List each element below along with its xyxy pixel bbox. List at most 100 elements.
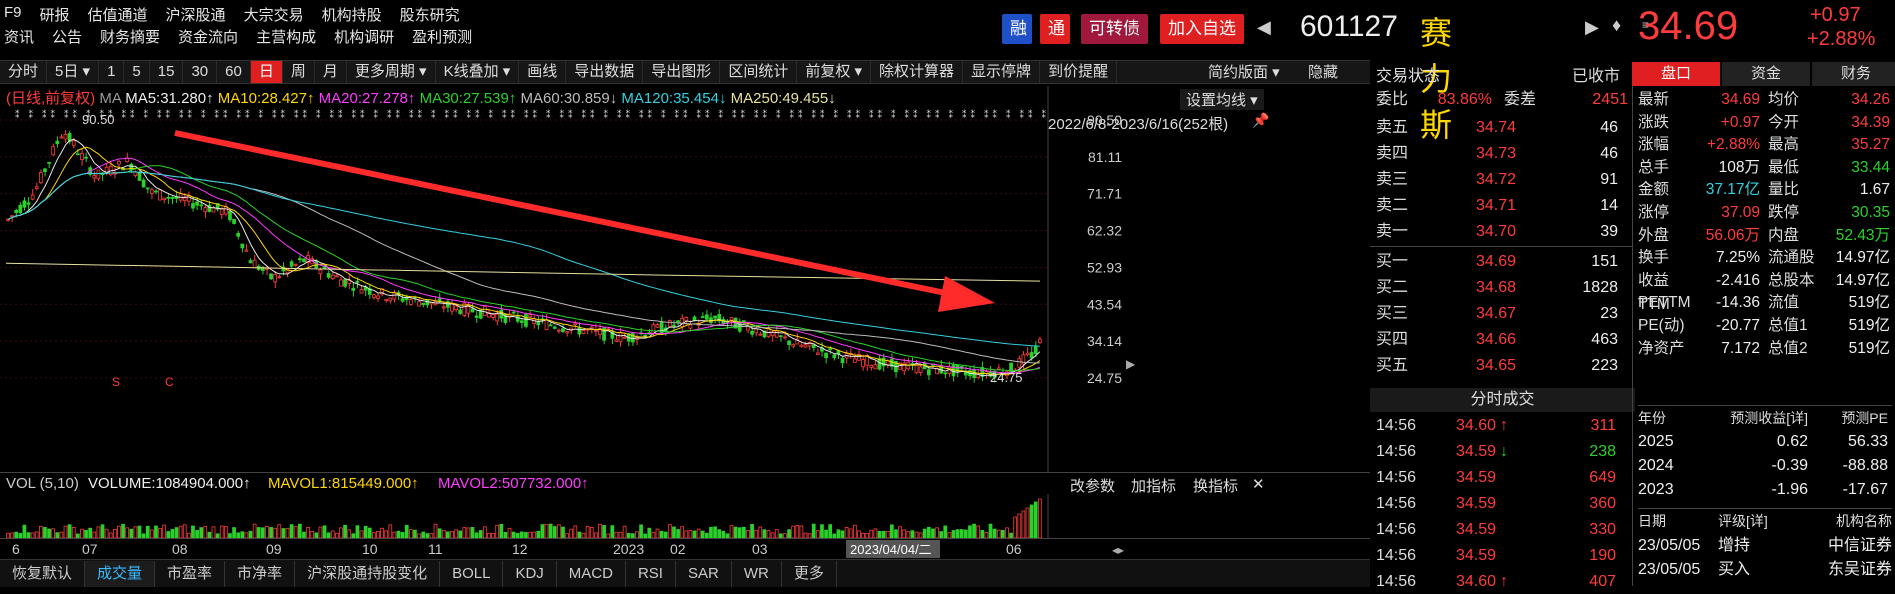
toolbar-item[interactable]: 5 <box>124 61 150 83</box>
rating-row[interactable]: 23/05/05 买入 东吴证券 <box>1638 558 1892 582</box>
toolbar-item[interactable]: 导出数据 <box>566 61 644 83</box>
ask-row[interactable]: 卖四 34.73 46 <box>1376 142 1628 166</box>
volume-bar <box>692 530 697 538</box>
menu-item[interactable]: 资讯 <box>4 29 35 46</box>
menu-item[interactable]: 盈利预测 <box>412 29 473 46</box>
menu-item[interactable]: 沪深股通 <box>165 7 226 24</box>
x-tick-label: 08 <box>172 541 188 557</box>
hide-button[interactable]: 隐藏 <box>1308 64 1339 81</box>
toolbar-item[interactable]: 区间统计 <box>720 61 798 83</box>
indicator-tab[interactable]: RSI <box>626 560 676 587</box>
event-marker: ⁑ <box>878 109 883 120</box>
indicator-tab[interactable]: 更多 <box>782 560 837 587</box>
indicator-tab[interactable]: 沪深股通持股变化 <box>295 560 441 587</box>
add-indicator-button[interactable]: 加指标 <box>1131 478 1177 495</box>
level-price: 34.67 <box>1475 305 1516 322</box>
tick-volume: 360 <box>1589 495 1616 512</box>
pin-icon[interactable]: 📌 <box>1252 112 1270 128</box>
indicator-tab[interactable]: 市净率 <box>225 560 296 587</box>
bid-row[interactable]: 买二 34.68 1828 <box>1376 276 1628 300</box>
toolbar-item[interactable]: 显示停牌 <box>963 61 1041 83</box>
stat-row: PETTM -14.36 流值 519亿 <box>1638 291 1895 315</box>
toolbar-item[interactable]: 5日 ▾ <box>47 61 100 83</box>
volume-bar <box>581 532 586 538</box>
indicator-tab[interactable]: KDJ <box>503 560 557 587</box>
ask-row[interactable]: 卖五 34.74 46 <box>1376 116 1628 140</box>
alert-bell-icon[interactable]: ♦ <box>1612 15 1622 35</box>
add-watchlist-button[interactable]: 加入自选 <box>1160 14 1244 44</box>
toolbar-item[interactable]: 除权计算器 <box>871 61 964 83</box>
indicator-tab[interactable]: MACD <box>557 560 626 587</box>
toolbar-item[interactable]: 30 <box>183 61 218 83</box>
candle-body <box>770 332 775 337</box>
menu-item[interactable]: F9 <box>4 4 22 21</box>
toolbar-item[interactable]: 更多周期 ▾ <box>347 61 436 83</box>
candle-body <box>170 196 175 200</box>
toolbar-item[interactable]: 60 <box>217 61 251 83</box>
menu-item[interactable]: 公告 <box>52 29 83 46</box>
forecast-col-header[interactable]: 预测收益[详] <box>1730 410 1808 426</box>
convertible-bond-button[interactable]: 可转债 <box>1081 14 1148 44</box>
tick-price: 34.59 <box>1455 469 1496 486</box>
toolbar-item[interactable]: 月 <box>315 61 347 83</box>
menu-item[interactable]: 估值通道 <box>87 7 148 24</box>
menu-item[interactable]: 机构调研 <box>334 29 395 46</box>
ask-row[interactable]: 卖三 34.72 91 <box>1376 168 1628 192</box>
indicator-tab[interactable]: WR <box>732 560 782 587</box>
kline-chart[interactable]: 90.50 81.11 71.71 62.32 52.93 43.54 34.14 24.75… <box>0 86 1370 472</box>
bid-row[interactable]: 买五 34.65 223 <box>1376 354 1628 378</box>
indicator-tab[interactable]: SAR <box>676 560 732 587</box>
margin-trading-badge[interactable]: 融 <box>1002 14 1032 44</box>
event-marker: ⁑ <box>1006 109 1011 120</box>
toolbar-item[interactable]: K线叠加 ▾ <box>436 61 520 83</box>
close-indicator-icon[interactable]: ✕ <box>1252 476 1265 493</box>
menu-item[interactable]: 股东研究 <box>399 7 460 24</box>
ask-row[interactable]: 卖二 34.71 14 <box>1376 194 1628 218</box>
menu-item[interactable]: 研报 <box>39 7 70 24</box>
toolbar-item[interactable]: 15 <box>150 61 184 83</box>
ma-settings-button[interactable]: 设置均线 ▾ <box>1180 89 1264 110</box>
rating-cell: 东吴证券 <box>1827 561 1892 578</box>
indicator-tab[interactable]: 成交量 <box>85 560 156 587</box>
edit-params-button[interactable]: 改参数 <box>1070 478 1116 495</box>
level-label: 买四 <box>1376 331 1409 348</box>
toolbar-item[interactable]: 日 <box>250 61 283 83</box>
indicator-tab[interactable]: 恢复默认 <box>0 560 86 587</box>
toolbar-item[interactable]: 导出图形 <box>643 61 721 83</box>
toolbar-item[interactable]: 到价提醒 <box>1040 61 1118 83</box>
quote-tab[interactable]: 盘口 <box>1632 62 1720 86</box>
bid-row[interactable]: 买四 34.66 463 <box>1376 328 1628 352</box>
ask-row[interactable]: 卖一 34.70 39 <box>1376 220 1628 244</box>
toolbar-item[interactable]: 前复权 ▾ <box>797 61 872 83</box>
candle-body <box>30 194 35 200</box>
rating-col-header[interactable]: 评级[详] <box>1718 513 1768 529</box>
bid-row[interactable]: 买三 34.67 23 <box>1376 302 1628 326</box>
stat-label: 换手 <box>1638 249 1670 267</box>
menu-item[interactable]: 资金流向 <box>178 29 239 46</box>
rating-row[interactable]: 23/05/05 增持 中信证券 <box>1638 534 1892 558</box>
toolbar-item[interactable]: 分时 <box>0 61 48 83</box>
menu-item[interactable]: 大宗交易 <box>243 7 304 24</box>
indicator-tab[interactable]: BOLL <box>440 560 504 587</box>
menu-item[interactable]: 主营构成 <box>256 29 317 46</box>
toolbar-item[interactable]: 1 <box>99 61 125 83</box>
toolbar-item[interactable]: 周 <box>283 61 315 83</box>
volume-bar <box>240 531 245 538</box>
indicator-tab[interactable]: 市盈率 <box>155 560 226 587</box>
collapse-icon[interactable]: ≡ <box>1642 18 1650 32</box>
bid-row[interactable]: 买一 34.69 151 <box>1376 250 1628 274</box>
volume-bar <box>112 528 117 538</box>
quote-tab[interactable]: 财务 <box>1812 62 1895 86</box>
toolbar-item[interactable]: 画线 <box>519 61 567 83</box>
switch-indicator-button[interactable]: 换指标 <box>1193 478 1239 495</box>
volume-bar <box>980 529 985 538</box>
prev-stock-icon[interactable]: ◀ <box>1257 17 1271 37</box>
quote-tab[interactable]: 资金 <box>1722 62 1810 86</box>
menu-item[interactable]: 财务摘要 <box>100 29 161 46</box>
next-stock-icon[interactable]: ▶ <box>1585 17 1599 37</box>
event-marker: ⁑ <box>675 109 680 120</box>
menu-item[interactable]: 机构持股 <box>321 7 382 24</box>
connect-badge[interactable]: 通 <box>1040 14 1070 44</box>
simple-layout-button[interactable]: 简约版面 ▾ <box>1208 64 1280 81</box>
candle-body <box>145 187 150 190</box>
